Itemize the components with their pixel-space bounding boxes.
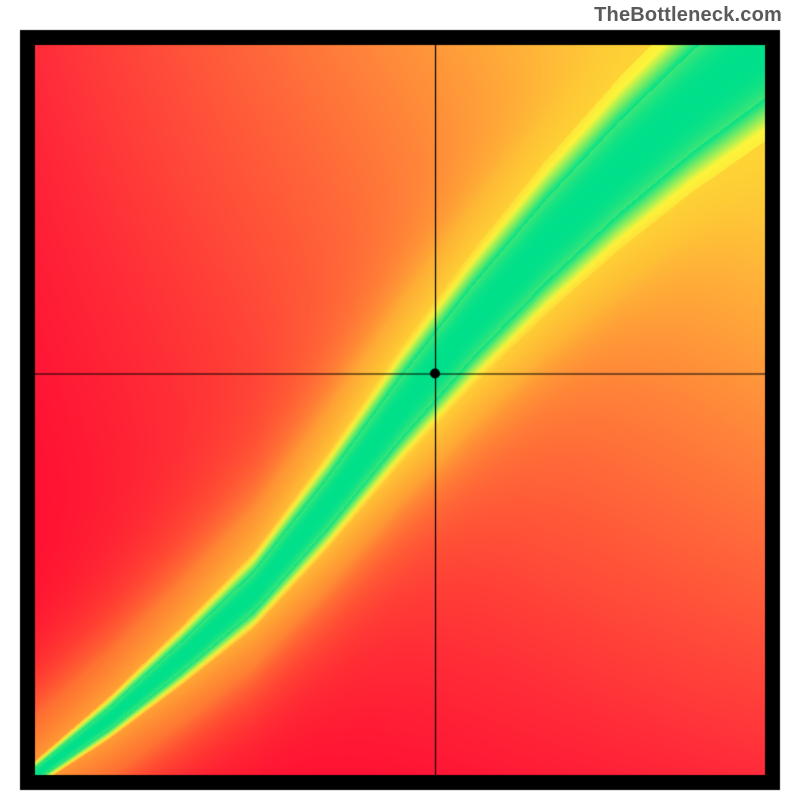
chart-container: TheBottleneck.com <box>0 0 800 800</box>
attribution-text: TheBottleneck.com <box>594 4 782 27</box>
bottleneck-heatmap-canvas <box>0 0 800 800</box>
